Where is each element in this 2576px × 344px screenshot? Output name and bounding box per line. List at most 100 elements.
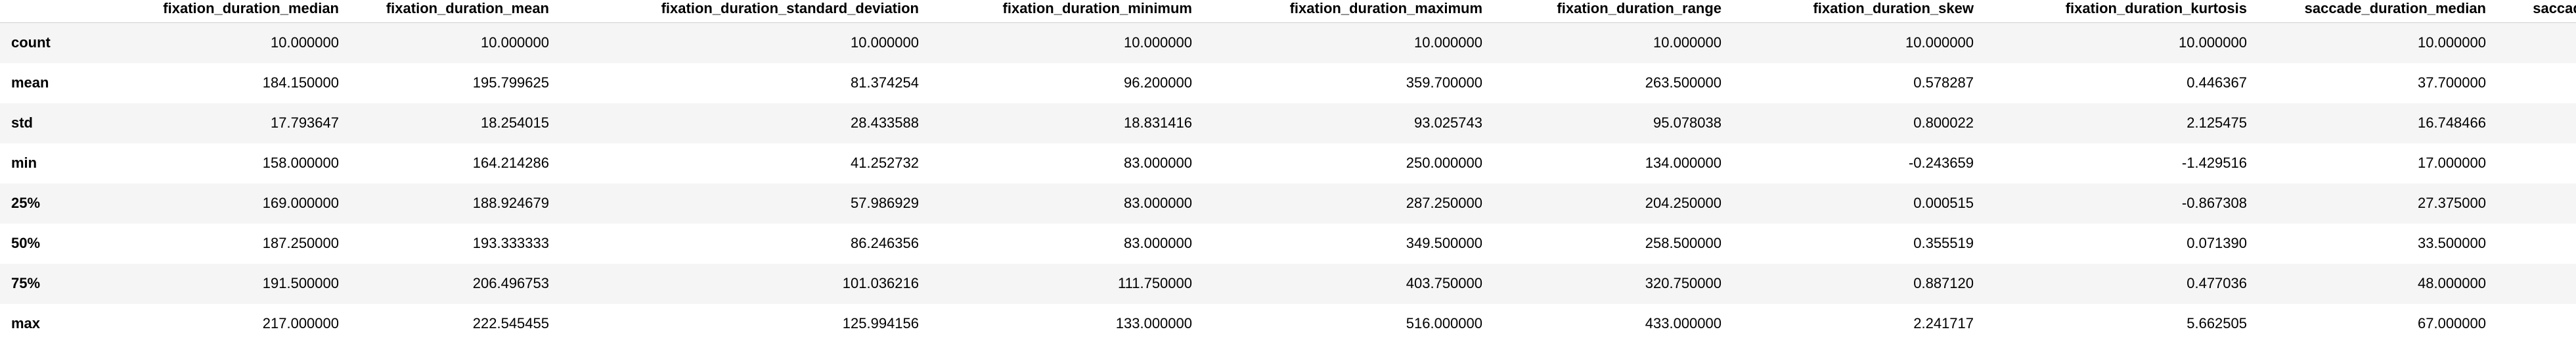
- table-cell: 93.025743: [1414, 114, 1482, 131]
- table-body: count 10.000000 10.000000 10.000000 10.0…: [0, 22, 2576, 344]
- table-cell: 27.375000: [2418, 195, 2486, 211]
- table-cell: 206.496753: [472, 275, 549, 291]
- table-cell: 195.799625: [472, 74, 549, 91]
- column-header: fixation_duration_minimum: [931, 0, 1204, 23]
- table-cell: 10.000000: [2179, 34, 2247, 51]
- table-cell: 10.000000: [2418, 34, 2486, 51]
- table-cell: 83.000000: [1124, 235, 1192, 251]
- table-cell: 250.000000: [1406, 155, 1482, 171]
- table-cell: -0.867308: [2181, 195, 2247, 211]
- column-header: fixation_duration_skew: [1733, 0, 1986, 23]
- table-cell: 320.750000: [1645, 275, 1721, 291]
- table-cell: 10.000000: [2498, 23, 2576, 63]
- table-cell: 193.333333: [472, 235, 549, 251]
- table-cell: 0.446367: [2187, 74, 2247, 91]
- table-cell: 5.662505: [2187, 315, 2247, 332]
- table-cell: 107.080769: [2498, 184, 2576, 224]
- row-label: max: [11, 315, 41, 332]
- row-label: count: [11, 34, 51, 51]
- row-label: min: [11, 155, 37, 171]
- table-row: min 158.000000 164.214286 41.252732 83.0…: [0, 143, 2576, 184]
- table-cell: 10.000000: [481, 34, 549, 51]
- table-cell: 57.986929: [851, 195, 919, 211]
- table-cell: 17.793647: [271, 114, 339, 131]
- table-cell: 191.500000: [262, 275, 339, 291]
- table-cell: 41.252732: [851, 155, 919, 171]
- column-header: saccade_duration_mean: [2498, 0, 2576, 23]
- table-cell: 146.600000: [2498, 304, 2576, 344]
- table-cell: 0.355519: [1913, 235, 1974, 251]
- table-cell: 10.000000: [1653, 34, 1721, 51]
- table-row: 75% 191.500000 206.496753 101.036216 111…: [0, 263, 2576, 304]
- column-header: fixation_duration_mean: [351, 0, 561, 23]
- table-cell: 2.125475: [2187, 114, 2247, 131]
- table-row: max 217.000000 222.545455 125.994156 133…: [0, 303, 2576, 344]
- table-cell: 258.500000: [1645, 235, 1721, 251]
- table-cell: 18.831416: [1124, 114, 1192, 131]
- table-cell: -0.243659: [1908, 155, 1974, 171]
- table-cell: 287.250000: [1406, 195, 1482, 211]
- table-cell: 17.000000: [2418, 155, 2486, 171]
- row-label: 50%: [11, 235, 41, 251]
- table-cell: 37.700000: [2418, 74, 2486, 91]
- table-cell: 204.250000: [1645, 195, 1721, 211]
- table-cell: 516.000000: [1406, 315, 1482, 332]
- table-row: 50% 187.250000 193.333333 86.246356 83.0…: [0, 223, 2576, 264]
- table-cell: 184.150000: [262, 74, 339, 91]
- table-cell: 33.500000: [2418, 235, 2486, 251]
- table-cell: 18.254015: [481, 114, 549, 131]
- table-cell: 28.433588: [851, 114, 919, 131]
- row-label: std: [11, 114, 33, 131]
- column-header: fixation_duration_median: [122, 0, 351, 23]
- table-cell: 187.250000: [262, 235, 339, 251]
- column-header: fixation_duration_maximum: [1204, 0, 1494, 23]
- table-cell: 10.000000: [1414, 34, 1482, 51]
- table-cell: 433.000000: [1645, 315, 1721, 332]
- table-cell: 0.578287: [1913, 74, 1974, 91]
- table-cell: 83.000000: [1124, 195, 1192, 211]
- table-cell: 217.000000: [262, 315, 339, 332]
- header-row: fixation_duration_median fixation_durati…: [0, 0, 2576, 23]
- table-cell: 101.036216: [842, 275, 919, 291]
- table-row: std 17.793647 18.254015 28.433588 18.831…: [0, 103, 2576, 143]
- table-cell: 122.102273: [2498, 264, 2576, 304]
- table-cell: 83.000000: [1124, 155, 1192, 171]
- column-header: saccade_duration_median: [2259, 0, 2498, 23]
- table-cell: 112.929479: [2498, 63, 2576, 103]
- table-row: count 10.000000 10.000000 10.000000 10.0…: [0, 22, 2576, 63]
- table-cell: 10.000000: [271, 34, 339, 51]
- table-cell: 116.767677: [2498, 224, 2576, 264]
- table-row: 25% 169.000000 188.924679 57.986929 83.0…: [0, 183, 2576, 224]
- table-cell: 111.750000: [1118, 275, 1192, 291]
- table-cell: 188.924679: [472, 195, 549, 211]
- table-cell: 95.078038: [1653, 114, 1721, 131]
- table-cell: 86.246356: [851, 235, 919, 251]
- column-header: fixation_duration_range: [1494, 0, 1733, 23]
- table-cell: 10.000000: [1124, 34, 1192, 51]
- table-cell: -1.429516: [2181, 155, 2247, 171]
- table-cell: 134.000000: [1645, 155, 1721, 171]
- table-header: fixation_duration_median fixation_durati…: [0, 0, 2576, 23]
- table-cell: 10.000000: [1905, 34, 1974, 51]
- table-cell: 403.750000: [1406, 275, 1482, 291]
- table-cell: 0.000515: [1913, 195, 1974, 211]
- table-cell: 67.000000: [2418, 315, 2486, 332]
- table-cell: 76.846154: [2498, 143, 2576, 184]
- column-header: fixation_duration_kurtosis: [1986, 0, 2259, 23]
- table-cell: 133.000000: [1115, 315, 1192, 332]
- table-cell: 158.000000: [262, 155, 339, 171]
- table-cell: 16.748466: [2418, 114, 2486, 131]
- index-header: [0, 0, 122, 23]
- table-cell: 359.700000: [1406, 74, 1482, 91]
- table-cell: 349.500000: [1406, 235, 1482, 251]
- table-cell: 164.214286: [472, 155, 549, 171]
- table-cell: 0.887120: [1913, 275, 1974, 291]
- row-label: 25%: [11, 195, 41, 211]
- column-header: fixation_duration_standard_deviation: [561, 0, 931, 23]
- table-cell: 2.241717: [1913, 315, 1974, 332]
- table-cell: 169.000000: [262, 195, 339, 211]
- table-cell: 222.545455: [472, 315, 549, 332]
- table-row: mean 184.150000 195.799625 81.374254 96.…: [0, 62, 2576, 103]
- table-cell: 10.000000: [851, 34, 919, 51]
